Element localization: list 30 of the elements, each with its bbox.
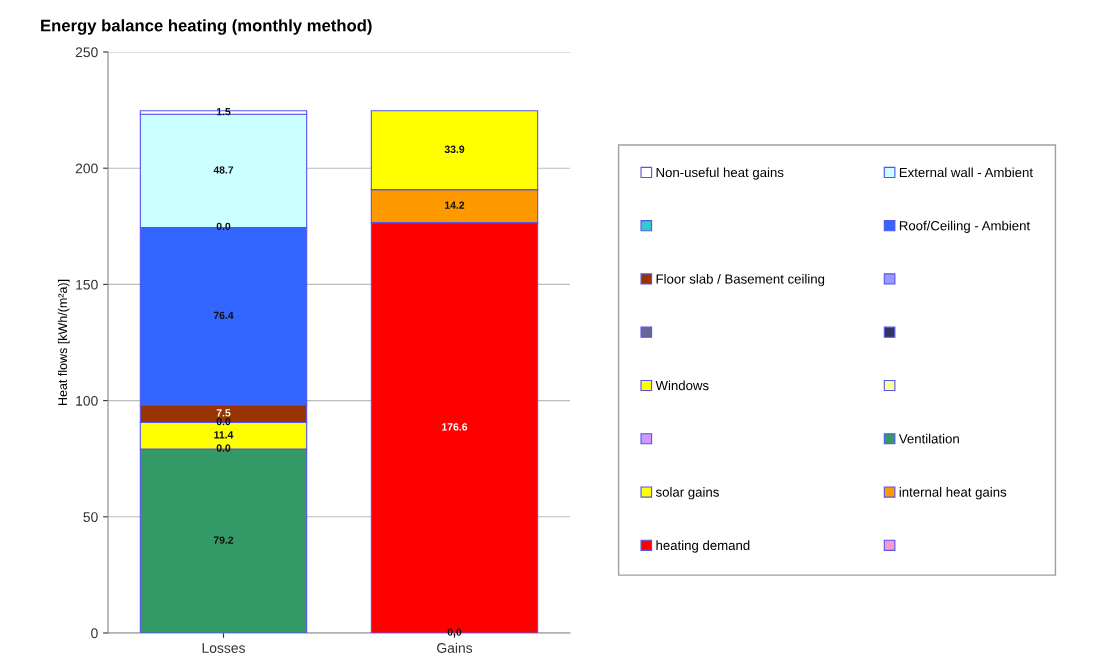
x-tick-label: Gains	[437, 642, 473, 653]
data-label: 48.7	[213, 166, 234, 174]
data-label: 14.2	[445, 201, 465, 209]
legend-label: internal heat gains	[899, 487, 1007, 500]
data-label: 33.9	[444, 145, 465, 153]
y-axis-title: Heat flows [kWh/(m²a)]	[57, 279, 70, 406]
y-tick-label: 100	[76, 395, 98, 406]
legend-label: Ventilation	[898, 433, 959, 444]
data-label: 79.2	[213, 536, 234, 544]
data-label: 7.5	[216, 409, 231, 417]
legend-label: Roof/Ceiling - Ambient	[899, 220, 1031, 233]
legend-label: heating demand	[656, 540, 750, 553]
legend-label: solar gains	[655, 487, 719, 500]
y-tick-label: 250	[75, 47, 98, 58]
legend-label: Non-useful heat gains	[656, 167, 784, 180]
legend-label: Windows	[655, 380, 709, 391]
y-tick-label: 150	[76, 279, 98, 290]
legend-label: Floor slab / Basement ceiling	[656, 273, 825, 287]
y-tick-label: 0	[91, 628, 98, 639]
legend-label: External wall - Ambient	[899, 167, 1033, 178]
annotation: 0.0	[216, 417, 231, 426]
data-label: 11.4	[214, 431, 234, 439]
data-label: 1.5	[216, 108, 231, 116]
y-tick-label: 50	[83, 512, 98, 522]
data-label: 76.4	[213, 311, 234, 320]
annotation: 0.0	[216, 444, 231, 452]
chart-title: Energy balance heating (monthly method)	[41, 19, 372, 35]
y-tick-label: 200	[75, 163, 98, 174]
data-label: 176.6	[442, 423, 468, 431]
x-tick-label: Losses	[202, 643, 245, 653]
